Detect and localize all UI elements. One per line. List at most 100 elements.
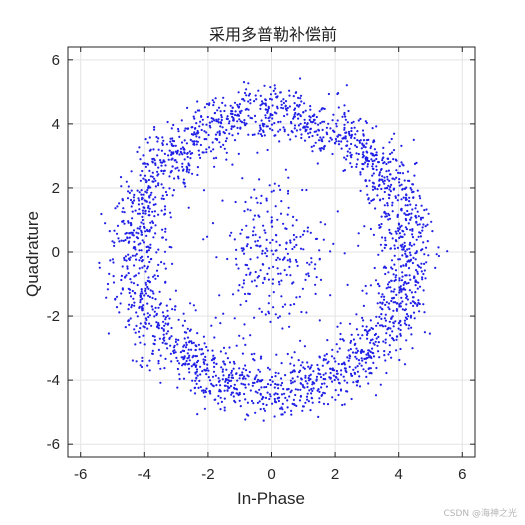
data-point (195, 382, 198, 385)
data-point (333, 357, 336, 360)
data-point (321, 393, 324, 396)
data-point (182, 178, 185, 181)
data-point (288, 312, 291, 315)
data-point (147, 294, 150, 297)
data-point (336, 135, 339, 138)
data-point (405, 339, 408, 342)
data-point (142, 212, 145, 215)
data-point (261, 252, 264, 255)
data-point (337, 92, 340, 95)
data-point (151, 210, 154, 213)
data-point (205, 148, 208, 151)
data-point (243, 292, 247, 296)
data-point (237, 152, 240, 155)
data-point (301, 188, 304, 192)
data-point (288, 395, 291, 398)
data-point (197, 343, 200, 346)
data-point (247, 94, 250, 97)
data-point (383, 190, 386, 194)
data-point (140, 189, 143, 192)
data-point (285, 242, 288, 245)
data-point (307, 274, 310, 278)
data-point (141, 266, 144, 269)
data-point (290, 356, 293, 359)
data-point (403, 322, 406, 325)
data-point (256, 380, 259, 383)
data-point (400, 144, 403, 147)
data-point (231, 115, 234, 118)
data-point (340, 147, 343, 150)
data-point (159, 367, 162, 370)
data-point (164, 164, 167, 167)
data-point (309, 366, 312, 369)
data-point (146, 141, 149, 144)
data-point (239, 303, 242, 306)
data-point (267, 278, 270, 281)
data-point (220, 118, 223, 122)
data-point (143, 206, 146, 209)
data-point (376, 194, 379, 197)
data-point (108, 230, 111, 233)
data-point (153, 335, 156, 338)
data-point (417, 299, 420, 302)
data-point (427, 254, 430, 257)
data-point (249, 102, 252, 105)
data-point (357, 333, 360, 336)
data-point (171, 165, 174, 168)
data-point (130, 189, 133, 192)
data-point (288, 105, 291, 108)
data-point (398, 178, 401, 181)
data-point (425, 261, 428, 264)
data-point (192, 115, 195, 118)
data-point (343, 252, 346, 255)
data-point (254, 390, 257, 393)
data-point (212, 157, 215, 160)
data-point (142, 304, 145, 307)
data-point (193, 392, 197, 395)
data-point (405, 295, 409, 298)
data-point (139, 225, 142, 228)
data-point (311, 389, 314, 392)
data-point (253, 316, 256, 319)
data-point (434, 266, 437, 269)
data-point (378, 285, 381, 288)
data-point (379, 306, 382, 309)
data-point (256, 151, 259, 154)
data-point (274, 249, 277, 252)
data-point (146, 327, 149, 330)
data-point (163, 262, 166, 265)
data-point (252, 402, 255, 405)
data-point (294, 91, 297, 94)
data-point (372, 167, 375, 171)
data-point (408, 274, 411, 277)
data-point (399, 208, 403, 211)
data-point (162, 197, 165, 201)
data-point (306, 226, 309, 229)
data-point (385, 371, 388, 375)
data-point (273, 386, 276, 389)
data-point (292, 233, 295, 237)
data-point (174, 159, 177, 162)
data-point (384, 359, 387, 362)
data-point (158, 303, 161, 306)
grid (68, 47, 475, 457)
data-point (401, 271, 404, 274)
data-point (238, 103, 241, 106)
data-point (170, 335, 173, 338)
data-point (160, 197, 163, 200)
data-point (363, 357, 366, 360)
data-point (295, 260, 298, 263)
data-point (411, 208, 414, 211)
data-point (398, 291, 401, 294)
data-point (393, 254, 396, 257)
data-point (223, 132, 226, 135)
data-point (151, 171, 154, 174)
data-point (297, 359, 300, 362)
data-point (330, 355, 334, 358)
data-point (346, 356, 349, 359)
data-point (263, 84, 266, 87)
data-point (205, 345, 208, 349)
data-point (262, 102, 265, 105)
data-point (253, 100, 256, 103)
